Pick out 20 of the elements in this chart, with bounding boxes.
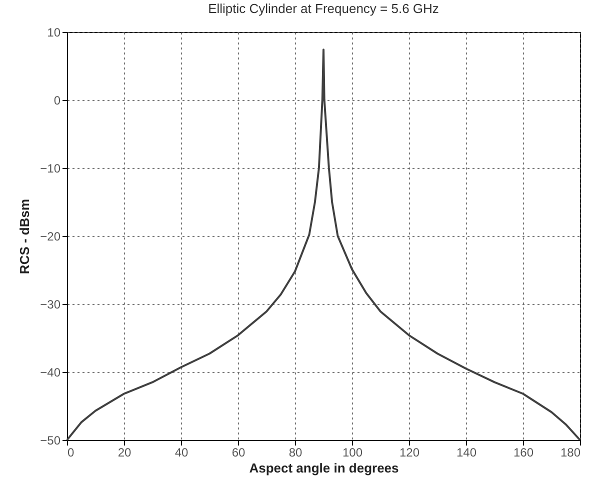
x-tick-label: 20: [118, 446, 132, 460]
x-tick-label: 60: [232, 446, 246, 460]
x-tick-label: 0: [68, 446, 74, 460]
y-tick-label: 10: [47, 26, 61, 40]
x-tick-label: 80: [288, 446, 302, 460]
y-tick-label: −50: [40, 434, 61, 448]
y-tick-label: −30: [40, 298, 61, 312]
x-tick-label: 160: [513, 446, 534, 460]
chart-title: Elliptic Cylinder at Frequency = 5.6 GHz: [208, 1, 439, 16]
y-tick-label: −40: [40, 366, 61, 380]
x-tick-label: 140: [456, 446, 477, 460]
x-axis-title: Aspect angle in degrees: [249, 460, 399, 476]
y-axis-title: RCS - dBsm: [17, 198, 32, 274]
x-tick-label: 100: [342, 446, 363, 460]
y-tick-label: −10: [40, 162, 61, 176]
x-tick-label: 120: [399, 446, 420, 460]
y-tick-label: 0: [54, 94, 61, 108]
x-tick-label: 180: [560, 446, 581, 460]
x-tick-label: 40: [174, 446, 188, 460]
y-tick-label: −20: [40, 230, 61, 244]
